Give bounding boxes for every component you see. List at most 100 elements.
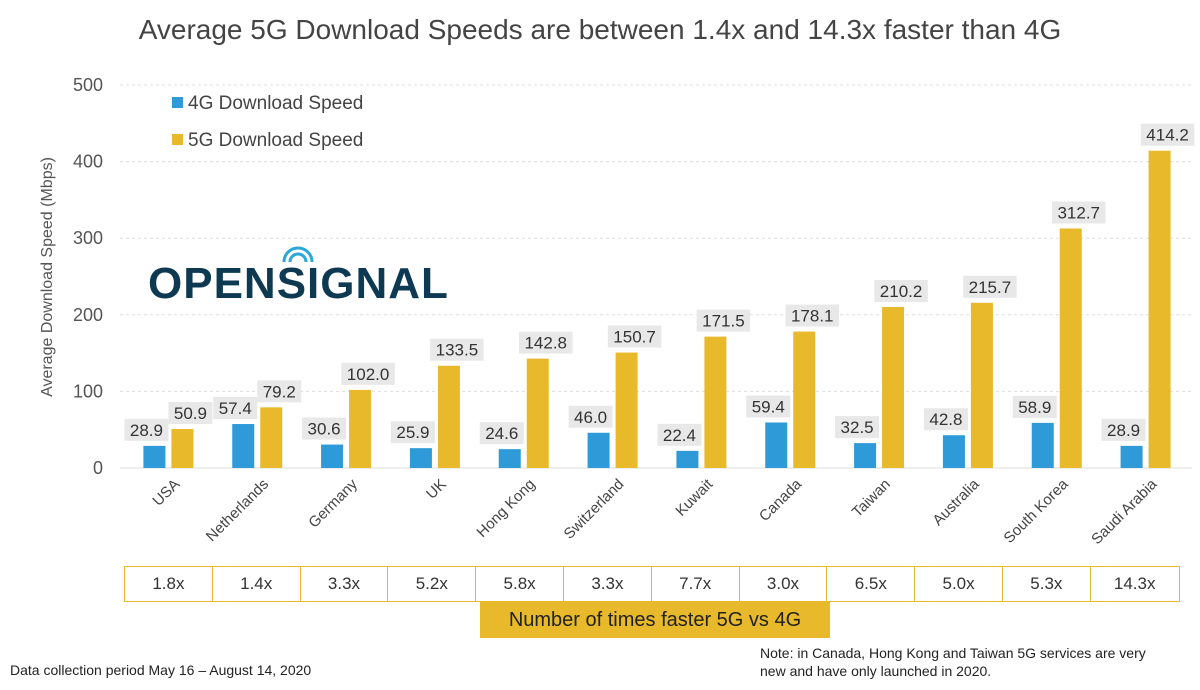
bar-5g <box>882 306 905 468</box>
data-label-bg <box>390 421 435 444</box>
bar-5g <box>526 358 549 468</box>
data-label: 24.6 <box>485 424 518 443</box>
data-label-bg <box>568 405 613 428</box>
ratio-table: 1.8x 1.4x 3.3x 5.2x 5.8x 3.3x 7.7x 3.0x 6.5x 5.0x… <box>124 566 1180 602</box>
data-label-bg <box>341 362 395 385</box>
x-tick-label: Netherlands <box>203 476 272 545</box>
data-label: 102.0 <box>347 365 390 384</box>
legend-label: 5G Download Speed <box>188 130 363 151</box>
ratio-cell: 5.2x <box>388 567 477 601</box>
ratio-cell: 5.0x <box>915 567 1003 601</box>
data-label: 142.8 <box>524 334 567 353</box>
bar-5g <box>171 429 194 468</box>
data-label: 79.2 <box>263 382 296 401</box>
ratio-cell: 5.8x <box>476 567 564 601</box>
x-tick-label: Taiwan <box>849 476 894 521</box>
chart-title: Average 5G Download Speeds are between 1… <box>138 14 1062 45</box>
data-label-bg <box>835 416 880 439</box>
data-label: 57.4 <box>219 399 252 418</box>
data-label-bg <box>1101 418 1146 441</box>
data-label-bg <box>607 325 662 348</box>
data-label: 28.9 <box>1107 421 1140 440</box>
ratio-cell: 3.3x <box>301 567 389 601</box>
data-label-bg <box>657 423 702 446</box>
data-label-bg <box>1012 395 1057 418</box>
data-label: 133.5 <box>436 341 479 360</box>
y-tick-label: 300 <box>73 228 103 248</box>
data-label-bg <box>430 338 484 361</box>
x-tick-label: Australia <box>929 475 983 529</box>
data-label-bg <box>874 279 928 302</box>
bar-4g <box>143 445 166 468</box>
data-label-bg <box>479 422 524 445</box>
y-tick-label: 500 <box>73 75 103 95</box>
legend-label: 4G Download Speed <box>188 93 363 114</box>
data-label-bg <box>963 275 1017 298</box>
data-label: 42.8 <box>929 410 962 429</box>
bar-5g <box>793 331 816 468</box>
bar-5g <box>1059 228 1082 468</box>
data-label: 25.9 <box>396 423 429 442</box>
ratio-cell: 5.3x <box>1003 567 1091 601</box>
data-label-bg <box>519 331 573 354</box>
data-label: 28.9 <box>130 421 163 440</box>
bar-5g <box>1148 150 1171 469</box>
x-tick-label: Saudi Arabia <box>1088 475 1161 548</box>
bar-4g <box>587 432 610 468</box>
ratio-cell: 1.8x <box>125 567 213 601</box>
data-label: 50.9 <box>174 404 207 423</box>
data-label: 312.7 <box>1057 203 1100 222</box>
data-label: 32.5 <box>841 418 874 437</box>
x-tick-label: Canada <box>756 475 806 525</box>
bar-4g <box>232 424 255 468</box>
data-label-bg <box>785 304 839 327</box>
opensignal-logo: OPENSIGNAL <box>148 259 449 308</box>
data-label-bg <box>1052 201 1106 224</box>
data-label: 59.4 <box>752 397 785 416</box>
bar-4g <box>498 449 521 468</box>
signal-icon <box>288 252 308 263</box>
data-label: 414.2 <box>1146 126 1189 145</box>
data-label-bg <box>257 380 302 403</box>
bar-5g <box>615 352 638 468</box>
legend-swatch <box>172 134 183 145</box>
bar-5g <box>349 389 372 468</box>
y-tick-label: 100 <box>73 381 103 401</box>
ratio-cell: 6.5x <box>827 567 916 601</box>
x-tick-label: Hong Kong <box>473 476 538 541</box>
ratio-cell: 7.7x <box>652 567 740 601</box>
ratio-cell: 14.3x <box>1113 574 1156 593</box>
bar-4g <box>854 443 877 468</box>
ratio-cell: 3.3x <box>564 567 652 601</box>
data-label: 171.5 <box>702 312 745 331</box>
data-label-bg <box>124 418 169 441</box>
data-label-bg <box>302 417 347 440</box>
footnote: Note: in Canada, Hong Kong and Taiwan 5G… <box>760 645 1146 679</box>
data-label: 30.6 <box>308 420 341 439</box>
data-label: 46.0 <box>574 408 607 427</box>
ratio-cell: 1.4x <box>213 567 301 601</box>
x-tick-label: USA <box>149 476 183 510</box>
data-label-bg <box>746 395 791 418</box>
x-tick-label: Germany <box>305 475 361 531</box>
data-label: 215.7 <box>969 278 1012 297</box>
y-tick-label: 400 <box>73 152 103 172</box>
data-label: 210.2 <box>880 282 923 301</box>
y-tick-label: 200 <box>73 305 103 325</box>
data-label-bg <box>1140 123 1195 146</box>
bar-4g <box>765 422 788 468</box>
signal-icon <box>282 246 314 263</box>
bar-4g <box>676 450 699 468</box>
bar-5g <box>704 336 727 468</box>
x-tick-label: UK <box>423 476 450 503</box>
x-tick-label: Switzerland <box>561 476 628 543</box>
data-label: 150.7 <box>613 328 656 347</box>
data-period-note: Data collection period May 16 – August 1… <box>10 662 312 678</box>
data-label-bg <box>923 408 968 431</box>
bar-4g <box>1120 445 1143 468</box>
y-axis-label: Average Download Speed (Mbps) <box>39 157 56 397</box>
bar-4g <box>942 435 965 468</box>
bar-5g <box>437 365 460 468</box>
bar-4g <box>409 448 432 468</box>
